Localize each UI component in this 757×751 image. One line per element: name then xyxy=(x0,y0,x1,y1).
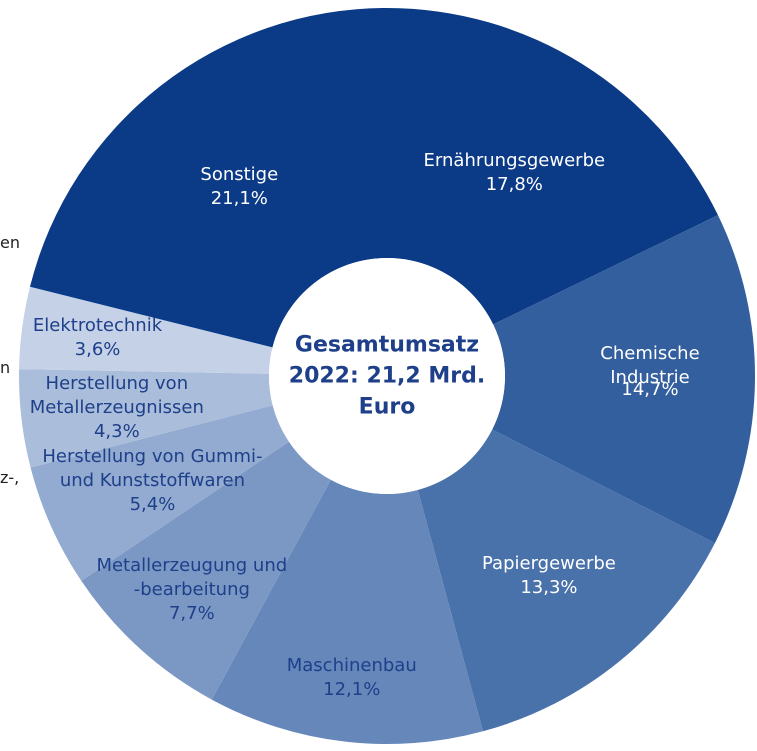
slice xyxy=(29,8,388,348)
value-label: 17,8% xyxy=(485,173,543,195)
slice-label: Sonstige xyxy=(200,163,279,185)
slice-label: Papiergewerbe xyxy=(482,552,616,574)
value-label: 14,7% xyxy=(621,379,679,401)
slice-label: Chemische Industrie xyxy=(600,343,700,389)
value-label: 4,3% xyxy=(93,420,140,442)
slice xyxy=(19,286,273,374)
value-label: 21,1% xyxy=(210,187,268,209)
cut-off-label: n xyxy=(0,358,11,377)
slice xyxy=(30,405,289,581)
slice xyxy=(81,441,331,700)
slice xyxy=(387,8,718,325)
donut-hole xyxy=(269,258,505,494)
slice-label: Elektrotechnik xyxy=(32,314,163,336)
value-label: 3,6% xyxy=(74,338,121,360)
value-label: 13,3% xyxy=(520,576,578,598)
center-text: Gesamtumsatz 2022: 21,2 Mrd. Euro xyxy=(288,332,486,420)
value-label: 5,4% xyxy=(129,494,176,516)
slice xyxy=(492,215,755,544)
slice-label: Ernährungsgewerbe xyxy=(423,149,606,171)
slice xyxy=(211,479,483,744)
slice xyxy=(417,429,715,732)
slice-label: Herstellung von Gummi- und Kunststoffwar… xyxy=(42,446,263,492)
slice-label: Herstellung von Metallerzeugnissen xyxy=(29,372,204,418)
cut-off-label: z-, xyxy=(0,468,20,487)
cut-off-label: en xyxy=(0,233,20,252)
value-label: 7,7% xyxy=(168,603,215,625)
slice-label: Metallerzeugung und -bearbeitung xyxy=(96,555,288,601)
value-label: 12,1% xyxy=(323,678,381,700)
slice xyxy=(19,369,273,468)
slice-label: Maschinenbau xyxy=(286,654,417,676)
